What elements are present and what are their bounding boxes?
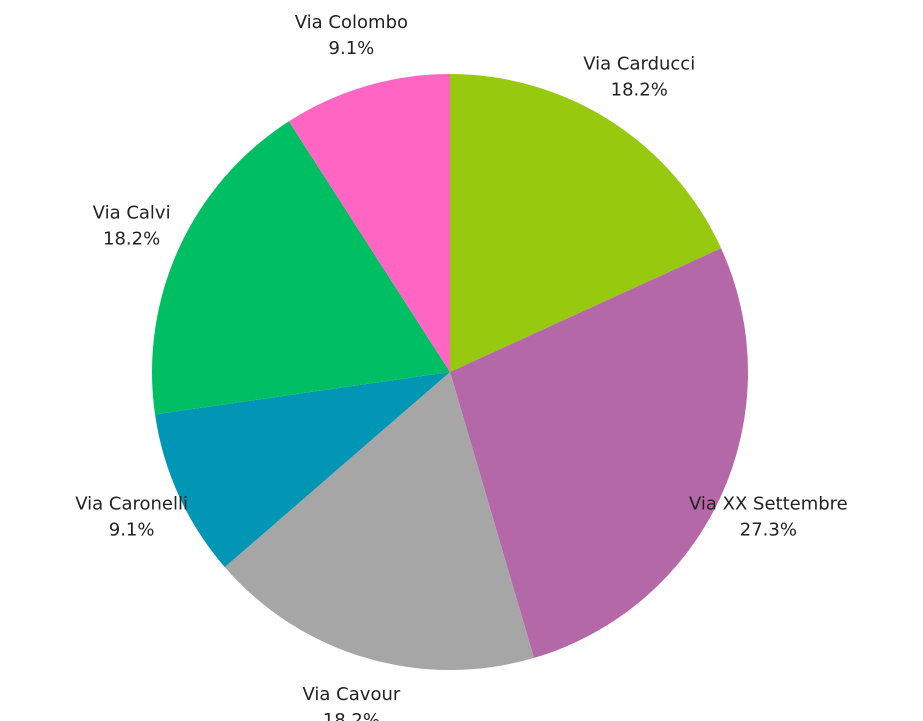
pie-slice (288, 74, 450, 372)
pie-slice (152, 121, 450, 415)
slice-label: Via Caronelli (75, 493, 188, 514)
slice-value-label: 18.2% (611, 80, 668, 101)
slice-value-label: 27.3% (740, 519, 797, 540)
pie-slice (224, 372, 534, 670)
slice-value-label: 9.1% (329, 38, 375, 59)
pie-slice (450, 74, 722, 372)
pie-slice (155, 372, 450, 568)
slice-value-label: 18.2% (103, 229, 160, 250)
slice-label: Via Calvi (93, 203, 171, 224)
slice-value-label: 18.2% (323, 710, 380, 721)
slice-label: Via XX Settembre (689, 493, 848, 514)
slice-label: Via Carducci (583, 54, 695, 75)
slice-label: Via Colombo (295, 12, 408, 33)
slice-label: Via Cavour (303, 684, 401, 705)
pie-slice (450, 248, 748, 658)
slice-value-label: 9.1% (109, 519, 155, 540)
